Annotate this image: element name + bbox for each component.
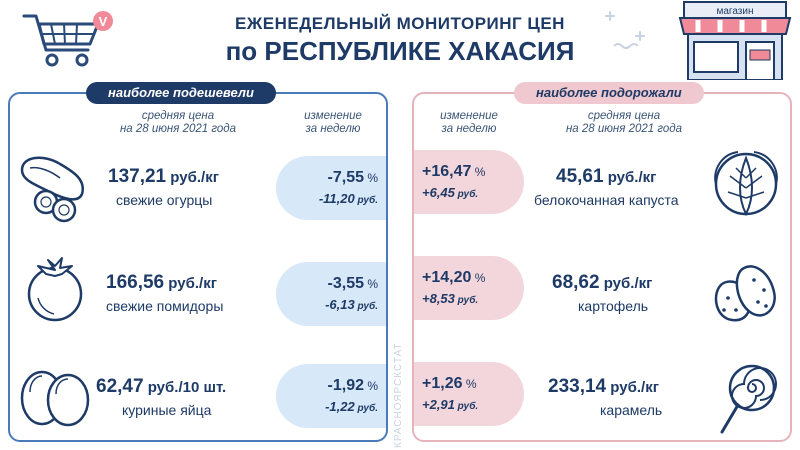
name-cabbage: белокочанная капуста bbox=[534, 192, 679, 208]
shop-icon: магазин bbox=[678, 1, 792, 80]
pricier-tag: наиболее подорожали bbox=[514, 82, 704, 104]
change-pill-cabbage: +16,47 % +6,45 руб. bbox=[414, 150, 524, 214]
logo-letter: V bbox=[99, 14, 108, 29]
price-caramel: 233,14 руб./кг bbox=[548, 376, 659, 397]
change-pill-potato: +14,20 % +8,53 руб. bbox=[414, 256, 524, 320]
change-column-header: изменение за неделю bbox=[304, 110, 362, 135]
shopping-cart-icon: V bbox=[22, 11, 113, 67]
change-pill-eggs: -1,92 % -1,22 руб. bbox=[276, 364, 386, 428]
price-cucumbers: 137,21 руб./кг bbox=[108, 166, 219, 187]
change-column-header: изменение за неделю bbox=[440, 110, 498, 135]
potato-icon bbox=[714, 265, 776, 322]
name-eggs: куриные яйца bbox=[122, 402, 212, 418]
name-caramel: карамель bbox=[600, 402, 663, 418]
eggs-icon bbox=[20, 370, 90, 427]
name-tomatoes: свежие помидоры bbox=[106, 298, 224, 314]
vertical-credit: КРАСНОЯРСКСТАТ bbox=[393, 342, 404, 448]
header: V ЕЖЕНЕДЕЛЬНЫЙ МОНИТОРИНГ ЦЕН по РЕСПУБЛ… bbox=[0, 0, 800, 80]
change-pill-cucumbers: -7,55 % -11,20 руб. bbox=[276, 156, 386, 220]
cucumber-icon bbox=[20, 156, 85, 223]
title-line-2: по РЕСПУБЛИКЕ ХАКАСИЯ bbox=[225, 36, 575, 66]
decorative-crosses-icon bbox=[605, 11, 645, 49]
lollipop-icon bbox=[720, 364, 777, 434]
price-column-header: средняя цена на 28 июня 2021 года bbox=[119, 110, 237, 135]
cabbage-icon bbox=[714, 151, 778, 217]
name-cucumbers: свежие огурцы bbox=[116, 192, 213, 208]
price-eggs: 62,47 руб./10 шт. bbox=[96, 376, 227, 397]
tomato-icon bbox=[27, 257, 83, 322]
cheaper-panel: наиболее подешевели средняя цена на 28 ию… bbox=[8, 82, 388, 442]
change-pill-caramel: +1,26 % +2,91 руб. bbox=[414, 362, 524, 426]
pricier-panel: наиболее подорожали изменение за неделю с… bbox=[412, 82, 792, 442]
shop-sign-text: магазин bbox=[716, 6, 753, 17]
change-pill-tomatoes: -3,55 % -6,13 руб. bbox=[276, 262, 386, 326]
name-potato: картофель bbox=[578, 298, 649, 314]
price-cabbage: 45,61 руб./кг bbox=[556, 166, 657, 187]
price-potato: 68,62 руб./кг bbox=[552, 272, 653, 293]
price-tomatoes: 166,56 руб./кг bbox=[106, 272, 217, 293]
title-line-1: ЕЖЕНЕДЕЛЬНЫЙ МОНИТОРИНГ ЦЕН bbox=[235, 14, 565, 33]
cheaper-tag: наиболее подешевели bbox=[86, 82, 276, 104]
price-column-header: средняя цена на 28 июня 2021 года bbox=[565, 110, 683, 135]
